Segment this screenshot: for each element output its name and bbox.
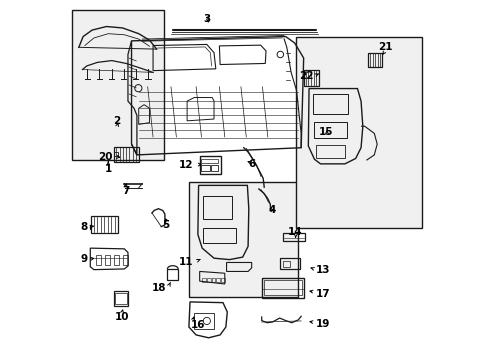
Bar xyxy=(283,233,304,241)
Bar xyxy=(199,156,221,174)
Text: 10: 10 xyxy=(114,312,129,322)
Bar xyxy=(114,291,128,306)
Bar xyxy=(115,293,126,305)
Text: 7: 7 xyxy=(122,186,129,196)
Text: 13: 13 xyxy=(316,265,330,275)
Bar xyxy=(211,165,218,171)
Bar xyxy=(113,255,119,265)
Bar xyxy=(261,278,304,298)
Bar xyxy=(316,145,344,158)
Bar xyxy=(203,228,235,243)
Text: 11: 11 xyxy=(179,257,193,267)
Bar xyxy=(72,10,163,160)
Bar xyxy=(211,278,215,282)
Bar xyxy=(188,182,298,297)
Bar xyxy=(367,53,381,67)
Text: 20: 20 xyxy=(98,152,112,162)
Bar xyxy=(114,152,118,156)
Text: 22: 22 xyxy=(298,71,313,81)
Bar xyxy=(194,313,214,329)
Text: 3: 3 xyxy=(203,14,210,24)
Text: 12: 12 xyxy=(179,159,193,170)
Bar xyxy=(280,258,300,269)
Bar xyxy=(122,255,128,265)
Bar xyxy=(201,165,209,171)
Text: 2: 2 xyxy=(113,116,121,126)
Text: 14: 14 xyxy=(287,227,302,237)
Bar xyxy=(282,261,290,267)
Bar xyxy=(314,122,346,138)
Bar xyxy=(221,278,224,282)
Text: 17: 17 xyxy=(316,289,330,299)
Text: 21: 21 xyxy=(377,42,391,51)
Bar xyxy=(264,280,301,296)
Text: 15: 15 xyxy=(318,127,333,136)
Text: 6: 6 xyxy=(247,159,255,169)
Bar xyxy=(104,255,110,265)
Text: 18: 18 xyxy=(151,283,166,293)
Text: 9: 9 xyxy=(80,254,87,264)
Text: 5: 5 xyxy=(162,220,169,230)
Bar xyxy=(203,196,231,220)
Text: 8: 8 xyxy=(80,222,87,231)
Bar xyxy=(216,278,220,282)
Bar xyxy=(303,70,318,86)
Bar xyxy=(91,216,118,233)
Bar xyxy=(206,278,210,282)
Text: 19: 19 xyxy=(316,319,330,329)
Bar xyxy=(114,147,139,162)
Bar xyxy=(167,269,178,280)
Bar xyxy=(312,94,348,114)
Bar xyxy=(202,278,205,282)
Bar xyxy=(296,37,421,228)
Text: 4: 4 xyxy=(268,206,275,216)
Text: 1: 1 xyxy=(104,164,112,174)
Bar xyxy=(96,255,101,265)
Bar xyxy=(201,159,218,163)
Text: 16: 16 xyxy=(190,320,205,330)
